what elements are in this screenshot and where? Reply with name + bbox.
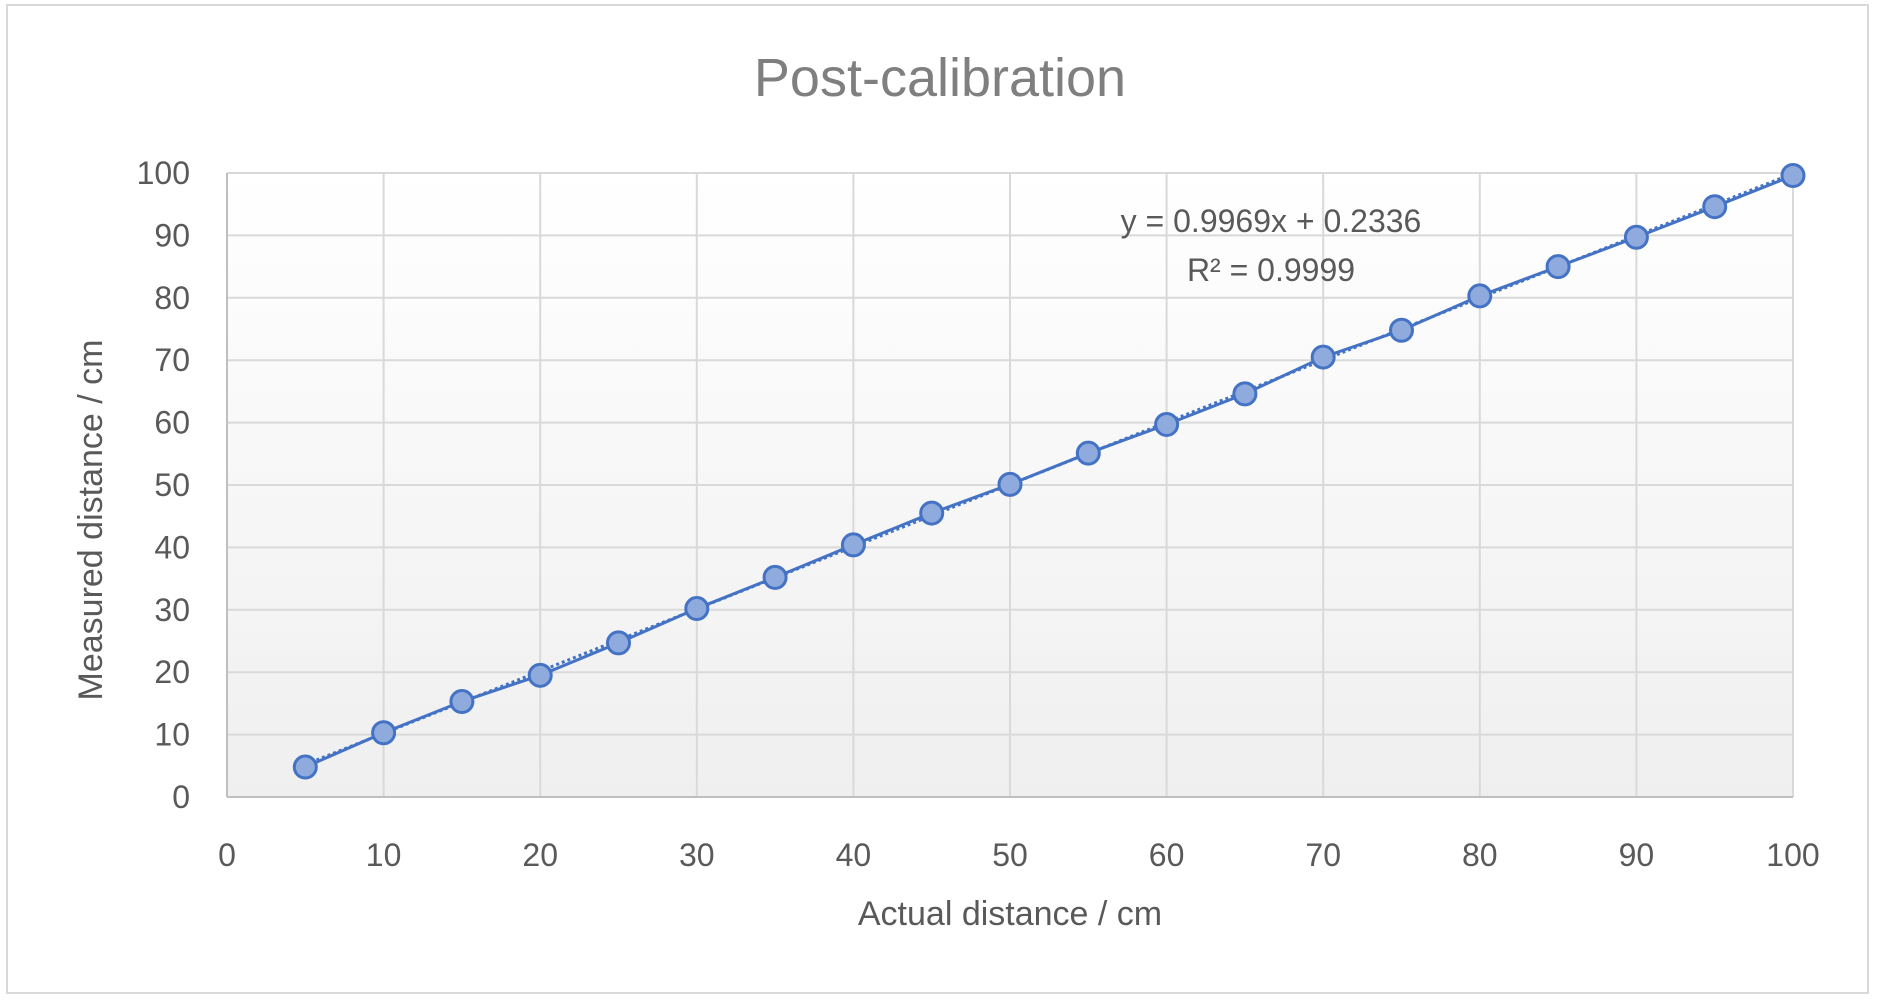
x-tick-label: 80 — [1462, 837, 1498, 873]
data-point — [1467, 283, 1493, 309]
y-tick-label: 0 — [172, 779, 190, 815]
y-tick-label: 30 — [154, 592, 190, 628]
x-tick-label: 90 — [1619, 837, 1655, 873]
trendline-equation: y = 0.9969x + 0.2336 — [1121, 203, 1422, 239]
data-point — [684, 596, 710, 622]
data-point — [292, 754, 318, 780]
y-tick-label: 100 — [137, 155, 190, 191]
x-tick-label: 50 — [992, 837, 1028, 873]
data-point — [1389, 317, 1414, 343]
y-tick-label: 10 — [154, 717, 190, 753]
data-point — [1154, 411, 1180, 437]
axes — [226, 173, 1793, 798]
x-tick-label: 60 — [1149, 837, 1185, 873]
y-tick-label: 20 — [154, 654, 190, 690]
y-tick-label: 60 — [154, 405, 190, 441]
y-tick-label: 80 — [154, 280, 190, 316]
data-point — [919, 500, 945, 526]
x-tick-label: 10 — [366, 837, 402, 873]
y-tick-label: 50 — [154, 467, 190, 503]
data-point — [449, 689, 475, 715]
series-line — [304, 174, 1794, 769]
data-point — [1310, 344, 1336, 370]
data-points — [292, 162, 1806, 780]
data-point — [840, 532, 866, 558]
data-point — [1623, 224, 1649, 250]
data-point — [1075, 440, 1101, 466]
data-point — [1545, 254, 1571, 280]
x-tick-label: 100 — [1766, 837, 1819, 873]
chart-title: Post-calibration — [754, 48, 1126, 108]
data-point — [371, 720, 397, 746]
x-tick-label: 30 — [679, 837, 715, 873]
y-tick-label: 70 — [154, 342, 190, 378]
data-point — [606, 630, 631, 656]
trendline-r-squared: R² = 0.9999 — [1187, 252, 1355, 288]
x-tick-label: 70 — [1305, 837, 1341, 873]
tick-labels: 0 10 20 30 40 50 60 70 80 90 100 0 10 20 30 40 50 60 70 80 9… — [137, 155, 1820, 873]
data-point — [1780, 162, 1806, 188]
x-tick-label: 20 — [522, 837, 558, 873]
data-point — [997, 471, 1023, 497]
gridlines — [226, 172, 1794, 798]
x-axis-title: Actual distance / cm — [858, 895, 1162, 933]
x-tick-label: 0 — [218, 837, 236, 873]
y-tick-label: 40 — [154, 529, 190, 565]
data-point — [762, 564, 788, 590]
data-point — [1232, 381, 1258, 407]
y-axis-title: Measured distance / cm — [72, 340, 110, 701]
data-point — [527, 662, 553, 688]
y-tick-label: 90 — [154, 217, 190, 253]
x-tick-label: 40 — [836, 837, 872, 873]
data-point — [1702, 194, 1728, 220]
